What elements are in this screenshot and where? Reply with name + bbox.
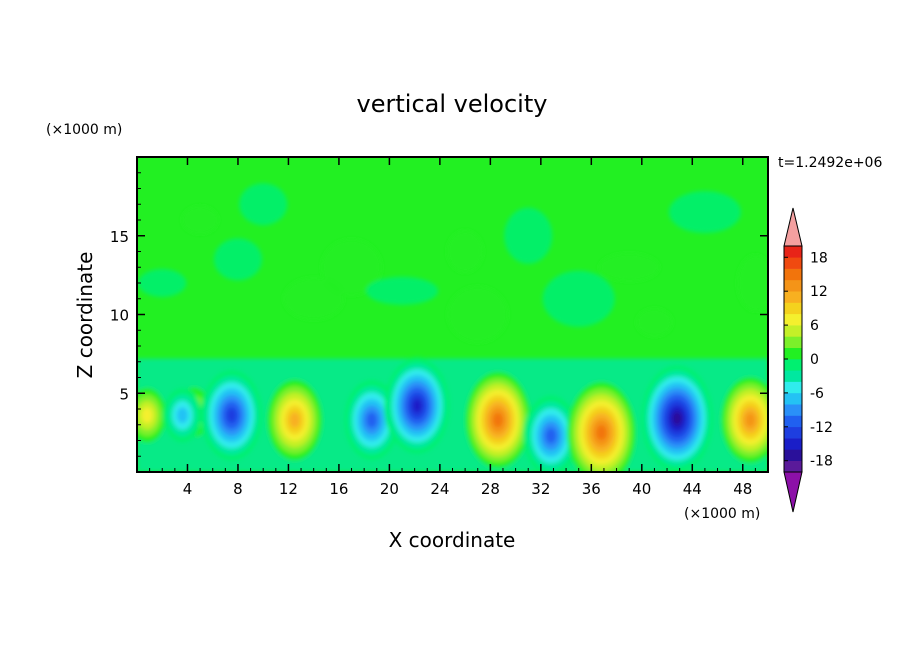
x-tick-label: 12 — [279, 480, 298, 498]
colorbar-segment — [784, 347, 802, 360]
colorbar-segment — [784, 268, 802, 281]
field-patch — [447, 286, 508, 343]
field-patch — [542, 270, 615, 327]
colorbar-segment — [784, 313, 802, 326]
y-axis-label: Z coordinate — [73, 252, 97, 379]
x-tick-label: 20 — [380, 480, 399, 498]
field-contour — [596, 425, 607, 441]
field-contour — [366, 412, 378, 428]
colorbar-label: 0 — [810, 352, 819, 368]
colorbar-segment — [784, 415, 802, 428]
colorbar-segment — [784, 325, 802, 337]
field-contour — [545, 427, 557, 444]
colorbar-segment — [784, 449, 802, 461]
x-tick-label: 4 — [183, 480, 193, 498]
field-contour — [176, 407, 188, 424]
colorbar-segment — [784, 336, 802, 348]
colorbar-segment — [784, 426, 802, 439]
x-tick-label: 32 — [531, 480, 550, 498]
colorbar-segment — [784, 392, 802, 405]
colorbar-label: 18 — [810, 250, 828, 266]
chart-title: vertical velocity — [357, 90, 548, 118]
colorbar-label: -18 — [810, 454, 833, 470]
field-contour — [493, 412, 503, 428]
x-unit-label: (×1000 m) — [684, 506, 760, 522]
field-contour — [672, 411, 682, 426]
plot-area — [137, 157, 768, 472]
colorbar-segment — [784, 404, 802, 416]
x-tick-label: 8 — [233, 480, 243, 498]
colorbar-segment — [784, 291, 802, 303]
field-contour — [141, 407, 153, 424]
colorbar-segment — [784, 279, 802, 292]
colorbar: 18 12 6 0 -6 -12 -18 — [783, 207, 833, 513]
field-patch — [213, 238, 262, 281]
y-tick-label: 10 — [110, 307, 129, 325]
colorbar-label: -12 — [810, 420, 833, 436]
field-contour — [745, 412, 756, 428]
field-patch — [239, 183, 288, 226]
field-contour — [289, 412, 301, 428]
colorbar-segment — [784, 460, 802, 473]
y-unit-label: (×1000 m) — [46, 122, 122, 138]
field-patch — [668, 191, 741, 234]
field-patch — [182, 206, 219, 234]
colorbar-under-arrow — [783, 471, 803, 513]
x-tick-label: 16 — [329, 480, 348, 498]
x-tick-label: 44 — [683, 480, 702, 498]
x-tick-label: 36 — [582, 480, 601, 498]
field-contour — [412, 398, 422, 413]
field-patch — [321, 239, 382, 296]
colorbar-segment — [784, 381, 802, 394]
x-tick-label: 48 — [733, 480, 752, 498]
colorbar-segment — [784, 246, 802, 258]
colorbar-label: 6 — [810, 318, 819, 334]
colorbar-over-arrow — [783, 207, 803, 247]
field-patch — [504, 207, 553, 264]
field-patch — [283, 277, 344, 320]
field-patch — [447, 230, 484, 273]
field-patch — [636, 308, 673, 337]
colorbar-label: -6 — [810, 386, 824, 402]
field-contour — [226, 407, 237, 423]
colorbar-segment — [784, 438, 802, 450]
field-patch — [366, 276, 439, 305]
colorbar-label: 12 — [810, 284, 828, 300]
field-patch — [599, 253, 660, 282]
colorbar-segment — [784, 359, 802, 371]
y-tick-label: 5 — [119, 385, 129, 403]
field-patch — [737, 255, 768, 311]
colorbar-segment — [784, 370, 802, 382]
colorbar-segment — [784, 257, 802, 269]
x-tick-label: 24 — [430, 480, 449, 498]
x-tick-label: 28 — [481, 480, 500, 498]
field-patch — [138, 269, 187, 297]
y-tick-label: 15 — [110, 228, 129, 246]
x-axis-label: X coordinate — [389, 528, 516, 552]
x-tick-label: 40 — [632, 480, 651, 498]
time-label: t=1.2492e+06 — [778, 155, 882, 171]
colorbar-segment — [784, 302, 802, 315]
